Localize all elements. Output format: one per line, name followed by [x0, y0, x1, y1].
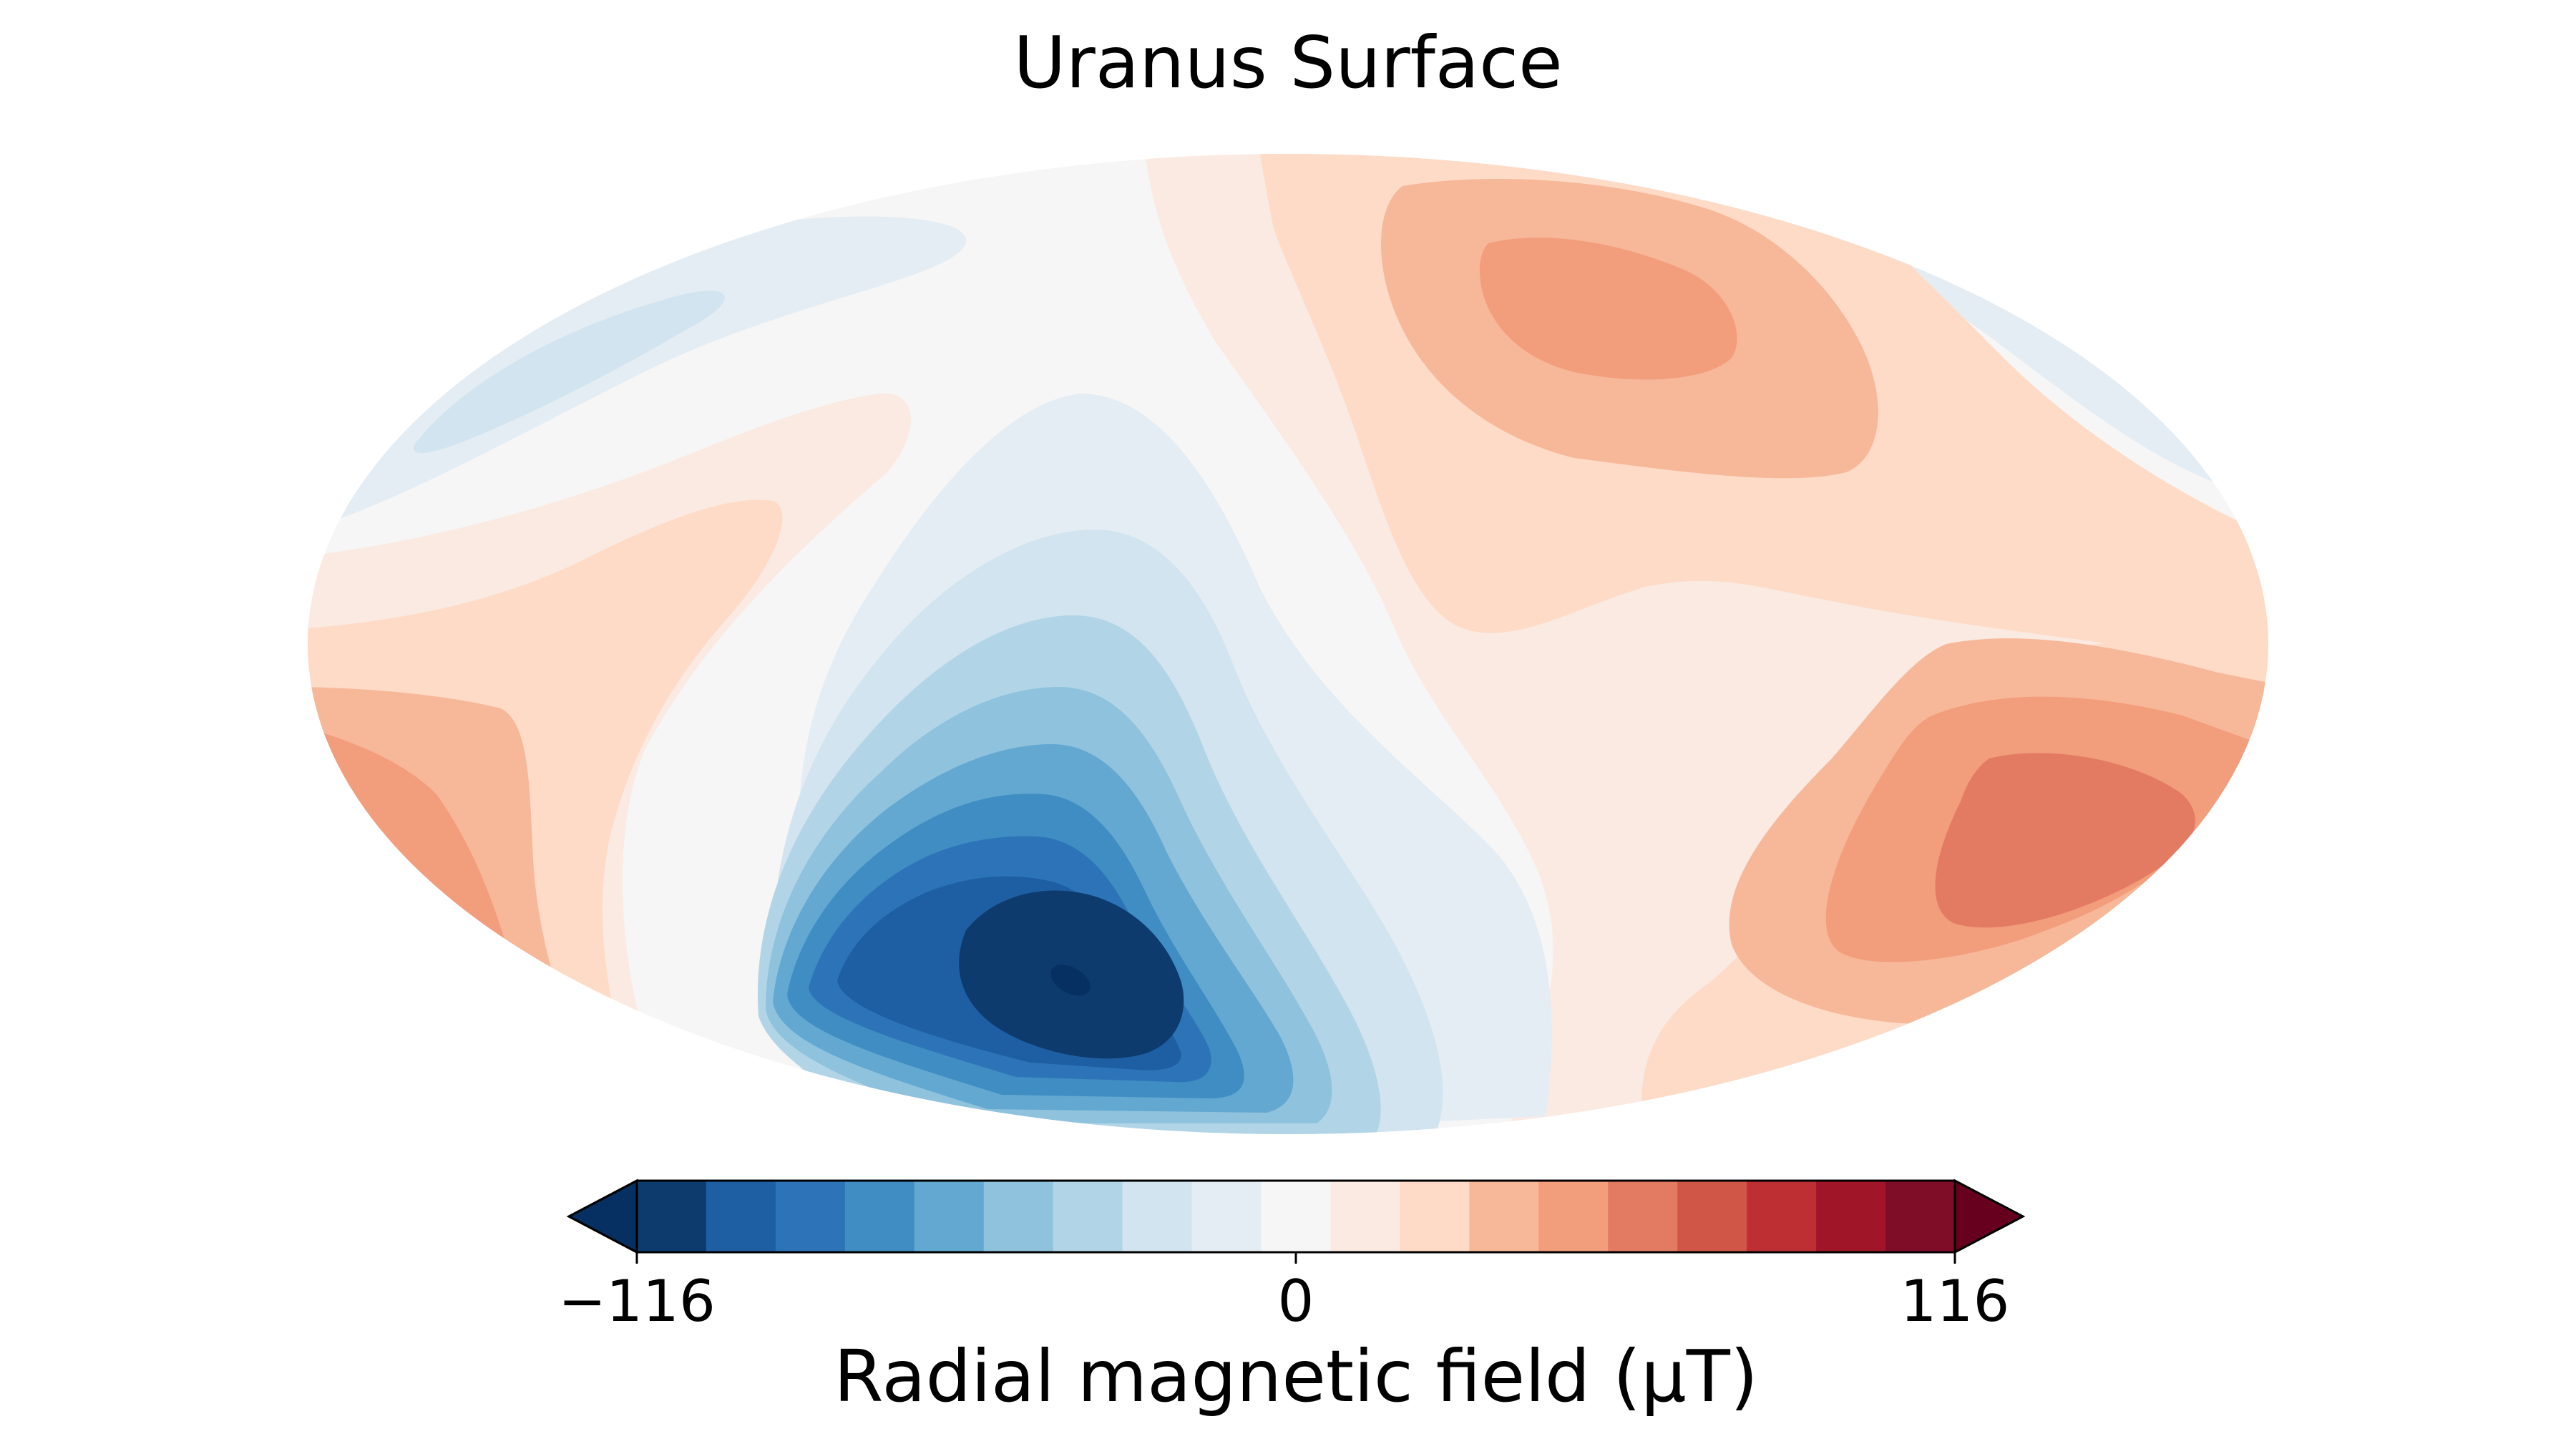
- colorbar-swatch: [1816, 1181, 1886, 1252]
- colorbar-swatch: [844, 1181, 915, 1252]
- colorbar-swatch: [1885, 1181, 1956, 1252]
- colorbar-tick-label: 0: [1278, 1268, 1314, 1335]
- mollweide-map: [308, 154, 2268, 1134]
- colorbar-swatch: [1538, 1181, 1609, 1252]
- colorbar-swatch: [1747, 1181, 1817, 1252]
- colorbar-swatches: [637, 1181, 1956, 1252]
- contour-pos-right-5: [1935, 753, 2195, 928]
- colorbar: −116 0 116 Radial magnetic field (μT): [558, 1179, 2026, 1418]
- colorbar-extend-low: [566, 1179, 638, 1254]
- colorbar-tick-label: 116: [1901, 1268, 2010, 1335]
- colorbar-swatch: [1608, 1181, 1678, 1252]
- colorbar-swatch: [706, 1181, 776, 1252]
- colorbar-swatch: [1469, 1181, 1539, 1252]
- colorbar-swatch: [1330, 1181, 1401, 1252]
- colorbar-swatch: [1400, 1181, 1470, 1252]
- colorbar-swatch: [775, 1181, 846, 1252]
- colorbar-swatch: [1677, 1181, 1747, 1252]
- colorbar-swatch: [1261, 1181, 1332, 1252]
- colorbar-swatch: [914, 1181, 985, 1252]
- colorbar-swatch: [983, 1181, 1054, 1252]
- colorbar-swatch: [1191, 1181, 1262, 1252]
- colorbar-swatch: [1053, 1181, 1123, 1252]
- colorbar-extend-high: [1953, 1179, 2026, 1254]
- colorbar-label: Radial magnetic field (μT): [834, 1335, 1758, 1418]
- colorbar-ticks: −116 0 116: [558, 1252, 2009, 1335]
- chart-title: Uranus Surface: [1013, 21, 1562, 104]
- colorbar-tick-label: −116: [558, 1268, 716, 1335]
- contour-min-core: [1050, 965, 1091, 996]
- colorbar-swatch: [1122, 1181, 1193, 1252]
- contour-neg-patch-upper-left: [414, 291, 725, 454]
- colorbar-swatch: [637, 1181, 707, 1252]
- contour-pos-right-4: [1480, 238, 1737, 380]
